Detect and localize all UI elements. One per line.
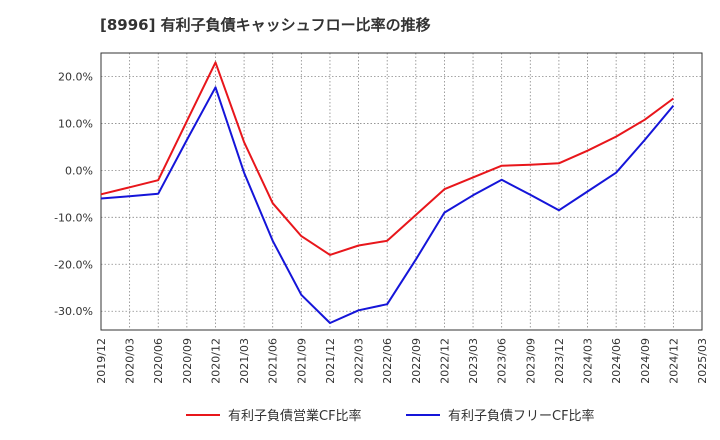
x-tick-label: 2024/06	[610, 338, 623, 384]
y-tick-label: -30.0%	[54, 305, 93, 318]
x-tick-label: 2023/06	[496, 338, 509, 384]
legend-label-1: 有利子負債営業CF比率	[228, 408, 362, 424]
y-tick-label: -10.0%	[54, 211, 93, 224]
x-tick-label: 2019/12	[95, 338, 108, 384]
x-tick-label: 2025/03	[696, 338, 709, 384]
x-tick-label: 2022/12	[438, 338, 451, 384]
x-tick-label: 2020/12	[209, 338, 222, 384]
x-tick-label: 2024/03	[582, 338, 595, 384]
x-tick-label: 2021/09	[295, 338, 308, 384]
x-tick-label: 2022/09	[410, 338, 423, 384]
x-tick-label: 2023/03	[467, 338, 480, 384]
x-tick-label: 2021/03	[238, 338, 251, 384]
legend-label-2: 有利子負債フリーCF比率	[448, 408, 595, 424]
x-tick-label: 2023/09	[524, 338, 537, 384]
plot-frame	[100, 52, 703, 331]
series-line-1	[100, 61, 674, 256]
x-tick-label: 2024/12	[667, 338, 680, 384]
x-tick-label: 2020/03	[124, 338, 137, 384]
x-tick-label: 2024/09	[639, 338, 652, 384]
y-tick-label: 20.0%	[58, 70, 93, 83]
chart-title: [8996] 有利子負債キャッシュフロー比率の推移	[100, 16, 431, 34]
y-tick-label: 10.0%	[58, 117, 93, 130]
x-tick-label: 2021/06	[267, 338, 280, 384]
x-tick-label: 2023/12	[553, 338, 566, 384]
x-tick-label: 2020/09	[181, 338, 194, 384]
x-tick-label: 2022/03	[353, 338, 366, 384]
x-tick-label: 2022/06	[381, 338, 394, 384]
x-tick-label: 2020/06	[152, 338, 165, 384]
y-tick-label: 0.0%	[65, 164, 93, 177]
series-line-2	[100, 86, 675, 324]
plot-area	[101, 53, 702, 330]
x-tick-label: 2021/12	[324, 338, 337, 384]
y-tick-label: -20.0%	[54, 258, 93, 271]
